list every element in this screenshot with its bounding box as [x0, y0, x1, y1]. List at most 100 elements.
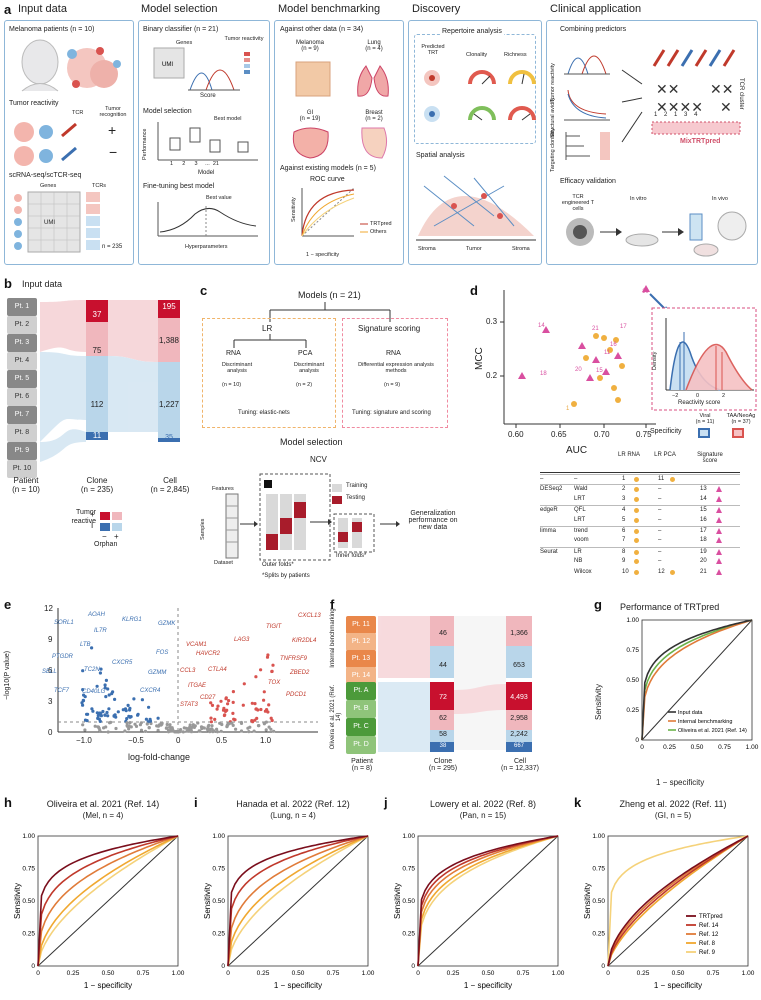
b-xlabel-clone: Clone (n = 235): [74, 476, 120, 494]
volcano-point: [271, 663, 275, 667]
tcrs-label: TCRs: [92, 183, 107, 189]
volcano-point: [128, 706, 132, 710]
volcano-point: [91, 709, 95, 713]
volcano-point: [227, 699, 231, 703]
scatter-point-label: 21: [592, 326, 599, 332]
e-ytick: 3: [48, 697, 53, 706]
legend-label: Oliveira et al. 2021 (Ref. 14): [678, 728, 747, 734]
repertoire-gauges: [424, 70, 536, 122]
against-other-data-label: Against other data (n = 34): [280, 26, 364, 33]
gene-label-up: ITGAE: [188, 683, 207, 689]
x-tick: 0.75: [517, 970, 530, 977]
legend-swatch: [100, 523, 110, 531]
volcano-point: [126, 703, 130, 707]
scrna-label: scRNA-seq/scTCR-seq: [9, 172, 82, 179]
volcano-point: [139, 728, 144, 732]
f-xlabel-patient: Patient (n = 8): [340, 758, 384, 772]
legend-label: Ref. 14: [699, 923, 719, 929]
efficacy-validation-label: Efficacy validation: [560, 178, 616, 185]
dot-marker: [634, 538, 639, 544]
y-tick: 0: [601, 963, 605, 970]
x-tick: 0: [226, 970, 230, 977]
gene-label-up: PDCD1: [286, 692, 307, 698]
x-tick: 0: [640, 744, 644, 751]
x-tick: 0: [36, 970, 40, 977]
volcano-point: [257, 724, 261, 728]
y-tick: 1.00: [592, 833, 605, 840]
table-sig: 16: [700, 516, 707, 523]
dot-marker: [634, 477, 639, 482]
svg-text:✕✕: ✕✕: [656, 81, 679, 97]
legend-swatch: [112, 512, 122, 520]
volcano-point: [189, 725, 193, 729]
external-data-sankey: [378, 616, 532, 752]
table-lr-pca: –: [658, 527, 662, 534]
scatter-point-label: 11: [604, 350, 611, 356]
models-title: Models (n = 21): [298, 290, 361, 300]
patient-chip: Pt. D: [346, 736, 376, 754]
roc-panel-subtitle: (Lung, n = 4): [270, 811, 316, 820]
triangle-marker: [716, 558, 722, 565]
mini-roc-xlabel: 1 − specificity: [306, 252, 340, 258]
patient-chip: Pt. A: [346, 682, 376, 700]
x-tick: 0.25: [663, 744, 676, 751]
f-cell-value: 667: [513, 743, 524, 749]
score-label: Score: [200, 93, 216, 99]
combining-predictors-illustration: ✕✕ ✕✕✕✕✕✕ ✕: [564, 49, 741, 160]
volcano-point: [144, 717, 148, 721]
stroma-label-1: Stroma: [418, 246, 436, 252]
scatter-point-label: 14: [538, 323, 545, 329]
x-tick: 0.25: [67, 970, 80, 977]
table-lr-pca: 11: [658, 476, 665, 482]
grid-number: 2: [664, 112, 668, 118]
f-clone-value: 58: [439, 731, 447, 738]
richness-label: Richness: [504, 52, 527, 58]
volcano-point: [259, 707, 263, 712]
input-data-sankey: [40, 300, 180, 462]
lung-n: (n = 4): [365, 46, 383, 52]
volcano-point: [223, 713, 227, 717]
svg-text:✕✕✕✕: ✕✕✕✕: [656, 99, 703, 115]
triangle-marker: [716, 495, 722, 502]
breast-n: (n = 2): [365, 116, 383, 122]
model-selection-box: [138, 20, 270, 265]
dot-marker: [634, 508, 639, 514]
diagonal: [37, 835, 179, 967]
table-method: LR: [574, 548, 582, 555]
volcano-point: [215, 727, 219, 731]
b-xlabel-patient: Patient (n = 10): [6, 476, 46, 494]
table-lr-rna: 6: [622, 527, 626, 534]
diagonal: [227, 835, 369, 967]
table-method: trend: [574, 527, 588, 534]
y-tick: 0.50: [592, 898, 605, 905]
table-method: Wilcox: [574, 568, 592, 575]
f-xlabel-n: (n = 8): [351, 765, 373, 772]
volcano-point: [231, 711, 235, 715]
volcano-point: [185, 729, 189, 733]
fine-tuning-label: Fine-tuning best model: [143, 183, 215, 190]
n235-label: n = 235: [102, 244, 123, 250]
performance-axis-label: Performance: [142, 128, 148, 161]
diagonal: [417, 835, 559, 967]
plot-frame: [37, 835, 179, 967]
grid-number: 3: [684, 112, 688, 118]
volcano-point: [231, 690, 235, 694]
melanoma-organ-label: Melanoma (n = 9): [292, 40, 328, 52]
stroma-label-2: Stroma: [512, 246, 530, 252]
table-row: LRT 3 – 14: [540, 495, 740, 505]
volcano-plot: [57, 608, 318, 734]
y-tick: 1.00: [402, 833, 415, 840]
y-tick: 1.00: [22, 833, 35, 840]
lr-label: LR: [262, 324, 273, 333]
dataset-label: Dataset: [214, 560, 233, 566]
umi-label: UMI: [44, 220, 55, 226]
best-model-label: Best model: [214, 116, 242, 122]
organ-illustrations: [292, 61, 389, 159]
volcano-point: [269, 727, 273, 731]
f-patient-chips-2: Pt. A Pt. B Pt. C Pt. D: [346, 682, 376, 754]
gene-label-up: CXCL13: [298, 613, 321, 619]
volcano-point: [264, 720, 268, 724]
f-xlabel-name: Patient: [351, 758, 373, 765]
patient-chip: Pt. 5: [7, 370, 37, 388]
f-cell-value: 2,242: [510, 731, 528, 738]
